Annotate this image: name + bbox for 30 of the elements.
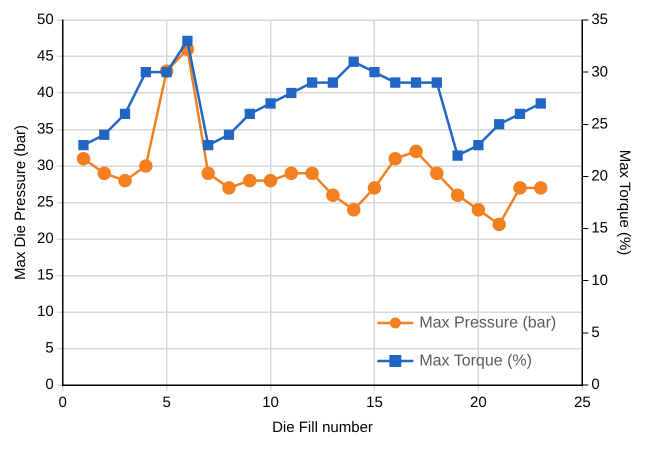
legend-label: Max Pressure (bar) <box>419 314 556 332</box>
y2-tick-label: 35 <box>591 11 608 28</box>
y2-tick-label: 0 <box>591 376 600 394</box>
y2-tick-label: 15 <box>591 220 608 237</box>
legend-label: Max Torque (%) <box>419 352 532 370</box>
x-axis-title: Die Fill number <box>272 419 373 436</box>
x-tick-label: 5 <box>162 394 171 412</box>
y-tick-label: 30 <box>36 157 54 174</box>
y-tick-label: 0 <box>45 376 54 394</box>
y-tick-label: 5 <box>45 340 54 357</box>
x-tick-label: 25 <box>574 394 591 412</box>
y2-tick-label: 20 <box>591 168 608 185</box>
x-tick-label: 0 <box>58 394 67 412</box>
y-tick-label: 45 <box>36 48 54 65</box>
x-tick-label: 20 <box>470 394 487 412</box>
y-tick-label: 35 <box>36 120 54 138</box>
y-tick-label: 50 <box>36 11 54 28</box>
x-tick-label: 10 <box>262 394 279 412</box>
y-tick-label: 25 <box>36 194 54 211</box>
y-axis-title: Max Die Pressure (bar) <box>12 124 30 280</box>
y2-tick-label: 25 <box>591 115 608 132</box>
y2-tick-label: 10 <box>591 272 608 289</box>
y-tick-label: 40 <box>36 84 54 102</box>
x-tick-label: 15 <box>366 394 383 412</box>
y2-tick-label: 30 <box>591 63 608 80</box>
y-tick-label: 10 <box>36 303 54 320</box>
y2-axis-title: Max Torque (%) <box>616 150 633 256</box>
y-tick-label: 20 <box>36 230 54 248</box>
y2-tick-label: 5 <box>591 324 600 341</box>
y-tick-label: 15 <box>36 266 54 284</box>
